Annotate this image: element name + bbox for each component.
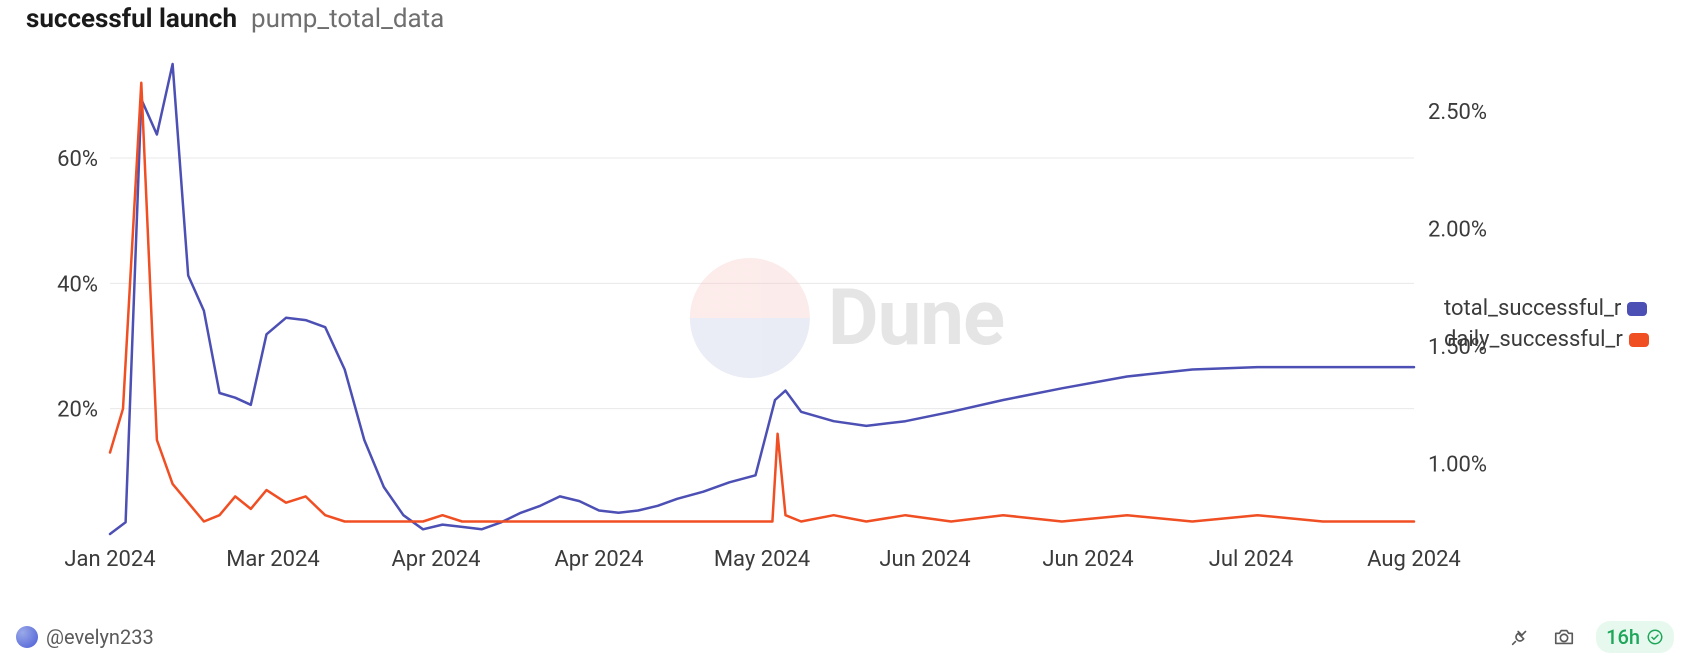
svg-text:40%: 40% (57, 272, 98, 297)
line-chart: 20%40%60%1.00%1.50%2.00%2.50%Jan 2024Mar… (20, 54, 1674, 594)
svg-text:2.00%: 2.00% (1428, 218, 1487, 243)
svg-text:Aug 2024: Aug 2024 (1367, 547, 1461, 572)
svg-text:60%: 60% (57, 147, 98, 172)
chart-header: successful launch pump_total_data (0, 0, 1694, 34)
avatar (16, 626, 38, 648)
chart-title: successful launch (26, 4, 237, 34)
svg-text:20%: 20% (57, 398, 98, 423)
svg-text:Apr 2024: Apr 2024 (391, 547, 480, 572)
svg-text:Jun 2024: Jun 2024 (1042, 547, 1133, 572)
chart-subtitle: pump_total_data (251, 4, 444, 34)
refresh-age: 16h (1606, 625, 1640, 649)
svg-text:Jul 2024: Jul 2024 (1209, 547, 1294, 572)
camera-icon[interactable] (1552, 625, 1576, 649)
legend-swatch (1629, 333, 1649, 347)
svg-text:Jun 2024: Jun 2024 (879, 547, 970, 572)
chart-area: Dune 20%40%60%1.00%1.50%2.00%2.50%Jan 20… (20, 54, 1674, 594)
legend-label: daily_successful_r (1444, 327, 1623, 352)
svg-text:Mar 2024: Mar 2024 (226, 547, 320, 572)
legend-item[interactable]: daily_successful_r (1444, 327, 1674, 352)
svg-text:May 2024: May 2024 (714, 547, 810, 572)
card-footer: @evelyn233 16h (0, 618, 1694, 662)
svg-text:Jan 2024: Jan 2024 (64, 547, 155, 572)
svg-text:2.50%: 2.50% (1428, 100, 1487, 125)
legend-item[interactable]: total_successful_r (1444, 296, 1674, 321)
svg-text:Apr 2024: Apr 2024 (554, 547, 643, 572)
author-handle: @evelyn233 (46, 625, 154, 649)
chart-legend: total_successful_r daily_successful_r (1444, 290, 1674, 358)
legend-label: total_successful_r (1444, 296, 1621, 321)
author-link[interactable]: @evelyn233 (16, 625, 154, 649)
legend-swatch (1627, 302, 1647, 316)
plug-icon[interactable] (1508, 625, 1532, 649)
refresh-status[interactable]: 16h (1596, 621, 1674, 653)
svg-text:1.00%: 1.00% (1428, 453, 1487, 478)
